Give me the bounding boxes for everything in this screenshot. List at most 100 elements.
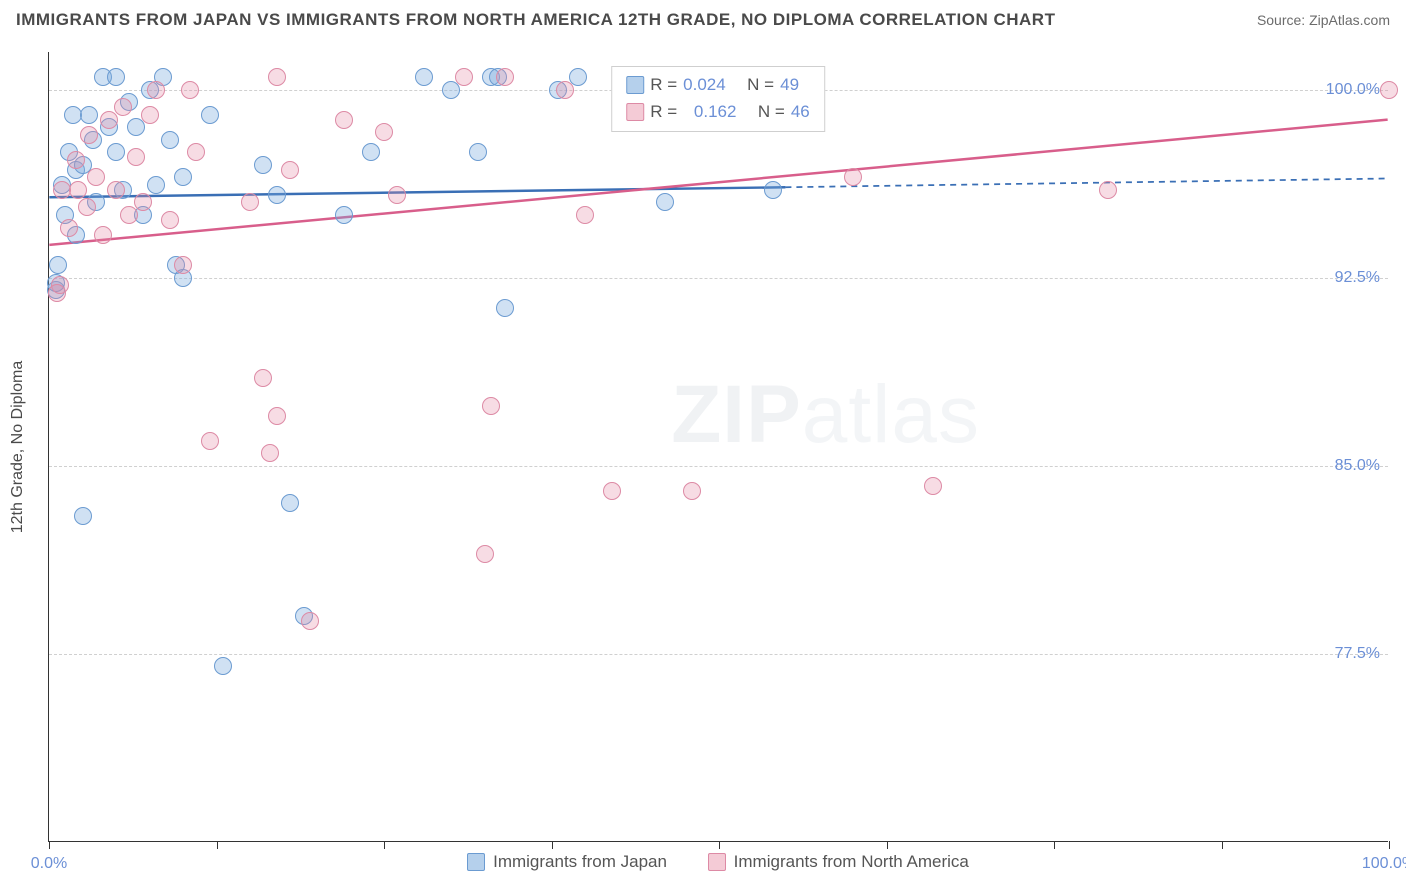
source-credit: Source: ZipAtlas.com — [1257, 12, 1390, 28]
scatter-point — [174, 256, 192, 274]
x-tick — [887, 841, 888, 849]
r-label: R = — [650, 98, 677, 125]
scatter-point — [49, 256, 67, 274]
scatter-point — [174, 168, 192, 186]
y-tick-label: 100.0% — [1326, 81, 1380, 99]
scatter-point — [1380, 81, 1398, 99]
x-tick — [1222, 841, 1223, 849]
scatter-point — [335, 111, 353, 129]
scatter-point — [764, 181, 782, 199]
x-tick — [719, 841, 720, 849]
scatter-point — [268, 186, 286, 204]
scatter-point — [261, 444, 279, 462]
trend-lines-layer — [49, 52, 1388, 841]
scatter-point — [134, 193, 152, 211]
legend-label: Immigrants from North America — [734, 852, 969, 872]
scatter-point — [80, 126, 98, 144]
scatter-point — [301, 612, 319, 630]
scatter-point — [201, 106, 219, 124]
n-value: 49 — [780, 71, 799, 98]
scatter-point — [556, 81, 574, 99]
legend-item-north-america: Immigrants from North America — [708, 852, 969, 872]
scatter-point — [107, 68, 125, 86]
x-tick — [384, 841, 385, 849]
scatter-point — [924, 477, 942, 495]
y-tick-label: 92.5% — [1335, 269, 1380, 287]
scatter-point — [603, 482, 621, 500]
stats-row-north-america: R = 0.162 N = 46 — [626, 98, 810, 125]
scatter-point — [201, 432, 219, 450]
scatter-point — [476, 545, 494, 563]
scatter-point — [107, 181, 125, 199]
x-tick — [49, 841, 50, 849]
scatter-point — [455, 68, 473, 86]
scatter-point — [375, 123, 393, 141]
swatch-icon — [626, 103, 644, 121]
correlation-stats-box: R = 0.024 N = 49 R = 0.162 N = 46 — [611, 66, 825, 132]
scatter-point — [1099, 181, 1117, 199]
scatter-point — [254, 156, 272, 174]
scatter-point — [415, 68, 433, 86]
chart-area: 12th Grade, No Diploma ZIPatlas 77.5%85.… — [48, 52, 1388, 842]
watermark-main: ZIP — [671, 369, 802, 460]
y-axis-title: 12th Grade, No Diploma — [9, 361, 27, 534]
x-tick — [217, 841, 218, 849]
scatter-point — [127, 148, 145, 166]
scatter-point — [67, 151, 85, 169]
scatter-point — [656, 193, 674, 211]
scatter-point — [114, 98, 132, 116]
scatter-point — [187, 143, 205, 161]
scatter-point — [281, 494, 299, 512]
stats-row-japan: R = 0.024 N = 49 — [626, 71, 810, 98]
scatter-point — [496, 299, 514, 317]
scatter-point — [254, 369, 272, 387]
watermark: ZIPatlas — [671, 368, 980, 462]
swatch-icon — [626, 76, 644, 94]
n-label: N = — [758, 98, 785, 125]
n-value: 46 — [791, 98, 810, 125]
trend-line-extrapolated — [785, 178, 1387, 187]
scatter-point — [161, 211, 179, 229]
scatter-point — [683, 482, 701, 500]
source-label: Source: — [1257, 12, 1305, 28]
scatter-point — [469, 143, 487, 161]
scatter-point — [94, 226, 112, 244]
scatter-point — [268, 68, 286, 86]
scatter-plot: ZIPatlas 77.5%85.0%92.5%100.0%0.0%100.0% — [48, 52, 1388, 842]
legend-label: Immigrants from Japan — [493, 852, 667, 872]
trend-line — [49, 120, 1387, 245]
scatter-point — [482, 397, 500, 415]
scatter-point — [496, 68, 514, 86]
grid-line — [49, 278, 1388, 279]
scatter-point — [69, 181, 87, 199]
grid-line — [49, 466, 1388, 467]
scatter-point — [241, 193, 259, 211]
legend-item-japan: Immigrants from Japan — [467, 852, 667, 872]
scatter-point — [268, 407, 286, 425]
grid-line — [49, 654, 1388, 655]
scatter-point — [181, 81, 199, 99]
y-tick-label: 85.0% — [1335, 457, 1380, 475]
scatter-point — [214, 657, 232, 675]
scatter-point — [362, 143, 380, 161]
scatter-point — [60, 219, 78, 237]
r-label: R = — [650, 71, 677, 98]
r-value: 0.162 — [694, 98, 737, 125]
scatter-point — [51, 276, 69, 294]
n-label: N = — [747, 71, 774, 98]
scatter-point — [844, 168, 862, 186]
scatter-point — [388, 186, 406, 204]
scatter-point — [281, 161, 299, 179]
scatter-point — [87, 168, 105, 186]
scatter-point — [80, 106, 98, 124]
scatter-point — [141, 106, 159, 124]
y-tick-label: 77.5% — [1335, 645, 1380, 663]
x-tick — [552, 841, 553, 849]
bottom-legend: Immigrants from Japan Immigrants from No… — [48, 852, 1388, 876]
watermark-tail: atlas — [802, 369, 980, 460]
r-value: 0.024 — [683, 71, 726, 98]
scatter-point — [161, 131, 179, 149]
scatter-point — [107, 143, 125, 161]
scatter-point — [335, 206, 353, 224]
chart-title: IMMIGRANTS FROM JAPAN VS IMMIGRANTS FROM… — [16, 10, 1055, 30]
